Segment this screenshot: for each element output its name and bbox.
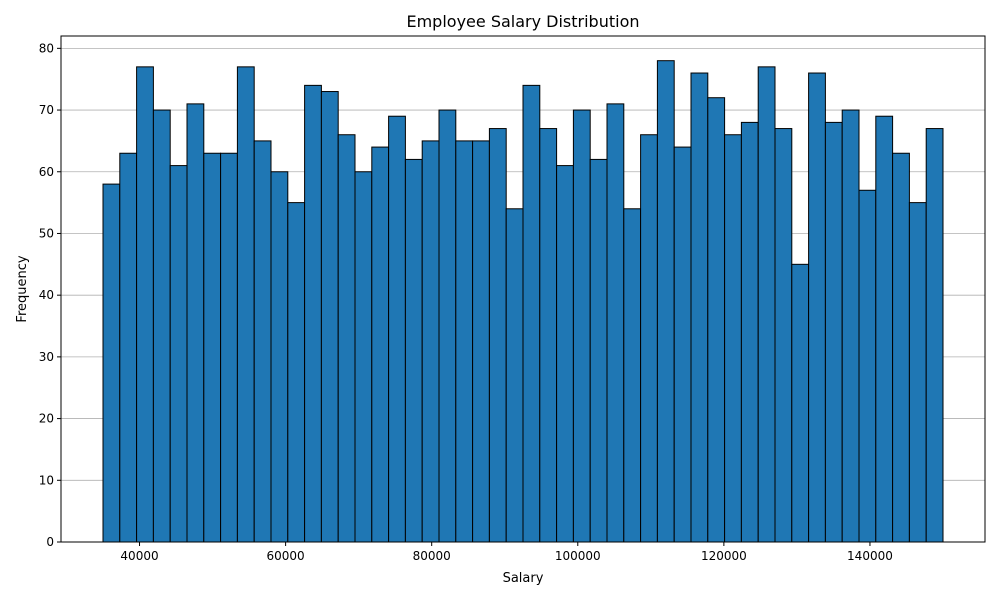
histogram-bar bbox=[875, 115, 894, 543]
histogram-bar bbox=[203, 152, 222, 543]
histogram-bar bbox=[438, 109, 457, 543]
y-tick-label: 50 bbox=[39, 226, 54, 240]
histogram-bar bbox=[102, 183, 121, 543]
histogram-bar bbox=[220, 152, 238, 543]
histogram-bar bbox=[539, 128, 558, 543]
histogram-bar bbox=[858, 189, 877, 543]
histogram-bar bbox=[152, 109, 171, 543]
histogram-bar bbox=[774, 128, 793, 543]
histogram-bar bbox=[656, 60, 675, 543]
histogram-bar bbox=[320, 91, 339, 543]
histogram-bar bbox=[371, 146, 390, 543]
y-tick-label: 70 bbox=[39, 103, 54, 117]
y-axis-label: Frequency bbox=[15, 255, 30, 322]
x-tick-label: 120000 bbox=[701, 549, 747, 563]
histogram-bar bbox=[740, 121, 759, 543]
y-tick-label: 0 bbox=[46, 535, 54, 549]
histogram-bar bbox=[791, 263, 810, 543]
histogram-bar bbox=[908, 202, 927, 543]
histogram-bar bbox=[472, 140, 490, 543]
y-tick-label: 40 bbox=[39, 288, 54, 302]
histogram-bar bbox=[841, 109, 860, 543]
histogram-bar bbox=[186, 103, 205, 543]
histogram-bar bbox=[606, 103, 625, 543]
histogram-bar bbox=[169, 165, 188, 543]
histogram-bar bbox=[690, 72, 709, 543]
histogram-bar bbox=[270, 171, 289, 543]
histogram-bar bbox=[119, 152, 138, 543]
histogram-bar bbox=[707, 97, 726, 543]
plot-frame bbox=[60, 35, 986, 543]
y-tick-label: 20 bbox=[39, 412, 54, 426]
y-tick-label: 30 bbox=[39, 350, 54, 364]
histogram-bar bbox=[488, 128, 507, 543]
chart-title: Employee Salary Distribution bbox=[406, 12, 639, 31]
histogram-bar bbox=[640, 134, 658, 543]
histogram-bar bbox=[925, 128, 944, 543]
histogram-bar bbox=[388, 115, 406, 543]
histogram-bar bbox=[824, 121, 843, 543]
histogram-bar bbox=[724, 134, 742, 543]
x-axis-label: Salary bbox=[503, 571, 544, 586]
histogram-bar bbox=[572, 109, 591, 543]
histogram-bar bbox=[421, 140, 440, 543]
x-tick-label: 80000 bbox=[413, 549, 451, 563]
x-tick-label: 140000 bbox=[847, 549, 893, 563]
histogram-bar bbox=[589, 158, 608, 543]
histogram-bar bbox=[337, 134, 356, 543]
histogram-bar bbox=[136, 66, 154, 543]
histogram-bar bbox=[354, 171, 373, 543]
histogram-bar bbox=[505, 208, 524, 543]
histogram-bar bbox=[287, 202, 306, 543]
histogram-bar bbox=[404, 158, 423, 543]
y-tick-label: 10 bbox=[39, 473, 54, 487]
x-tick-label: 100000 bbox=[555, 549, 601, 563]
histogram-bar bbox=[556, 165, 574, 543]
y-tick-label: 80 bbox=[39, 41, 54, 55]
histogram-bar bbox=[522, 84, 541, 543]
histogram-bar bbox=[892, 152, 910, 543]
y-tick-label: 60 bbox=[39, 165, 54, 179]
histogram-bar bbox=[304, 84, 322, 543]
histogram-bar bbox=[623, 208, 642, 543]
histogram-bar bbox=[236, 66, 255, 543]
x-tick-label: 40000 bbox=[120, 549, 158, 563]
axis-ticks: 0 10 20 30 40 50 60 70 80 40000 60000 80000 100000 12… bbox=[39, 41, 893, 563]
histogram-bar bbox=[253, 140, 272, 543]
histogram-bar bbox=[757, 66, 776, 543]
histogram-bar bbox=[455, 140, 474, 543]
x-tick-label: 60000 bbox=[267, 549, 305, 563]
histogram-bar bbox=[808, 72, 826, 543]
histogram-bar bbox=[673, 146, 692, 543]
